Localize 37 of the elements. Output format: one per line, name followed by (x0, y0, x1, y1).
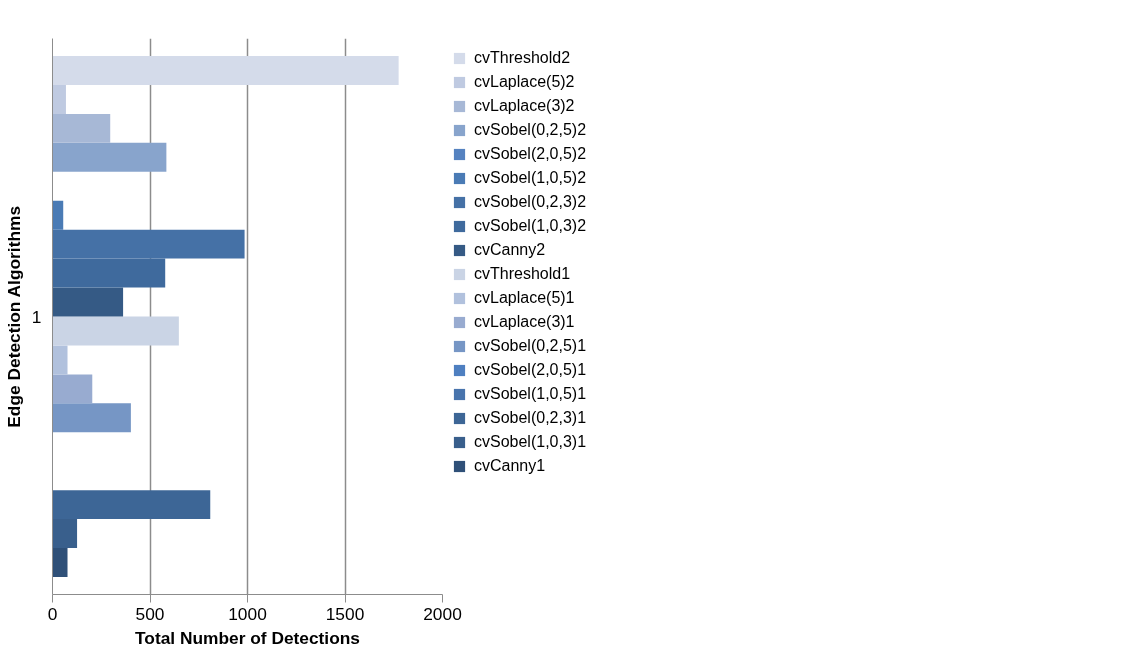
bar (52, 374, 93, 404)
legend-label: cvSobel(1,0,5)1 (474, 384, 588, 404)
legend-label: cvSobel(1,0,5)2 (474, 168, 588, 188)
legend-label: cvCanny2 (474, 240, 547, 260)
bar (52, 113, 111, 143)
legend-label: cvLaplace(5)2 (474, 72, 576, 92)
x-tick-label: 2000 (423, 603, 462, 624)
x-axis-title: Total Number of Detections (135, 627, 360, 648)
x-tick-label: 0 (47, 603, 58, 624)
legend-label: cvSobel(1,0,3)1 (474, 432, 588, 452)
bar (52, 287, 124, 317)
y-axis-title: Edge Detection Algorithms (3, 205, 24, 428)
bar (52, 84, 66, 114)
legend-label: cvThreshold1 (474, 264, 572, 284)
legend-label: cvSobel(1,0,3)2 (474, 216, 588, 236)
legend-label: cvLaplace(3)2 (474, 96, 576, 116)
legend-label: cvSobel(2,0,5)2 (474, 144, 588, 164)
legend-label: cvLaplace(5)1 (474, 288, 576, 308)
x-tick-label: 500 (135, 603, 165, 624)
legend-label: cvSobel(0,2,3)1 (474, 408, 588, 428)
legend-label: cvSobel(0,2,5)1 (474, 336, 588, 356)
legend-label: cvSobel(0,2,5)2 (474, 120, 588, 140)
legend-label: cvCanny1 (474, 456, 547, 476)
legend-label: cvSobel(0,2,3)2 (474, 192, 588, 212)
bar (52, 56, 399, 85)
x-tick-label: 1500 (325, 603, 365, 624)
bar (52, 142, 167, 172)
legend-label: cvSobel(2,0,5)1 (474, 360, 588, 380)
legend-label: cvLaplace(3)1 (474, 312, 576, 332)
bar (52, 403, 131, 433)
y-tick-label: 1 (31, 306, 42, 327)
x-tick-label: 1000 (228, 603, 267, 624)
bar (52, 200, 64, 230)
bar (52, 548, 68, 577)
bar (52, 345, 68, 375)
legend-label: cvThreshold2 (474, 48, 572, 68)
bar (52, 316, 179, 346)
